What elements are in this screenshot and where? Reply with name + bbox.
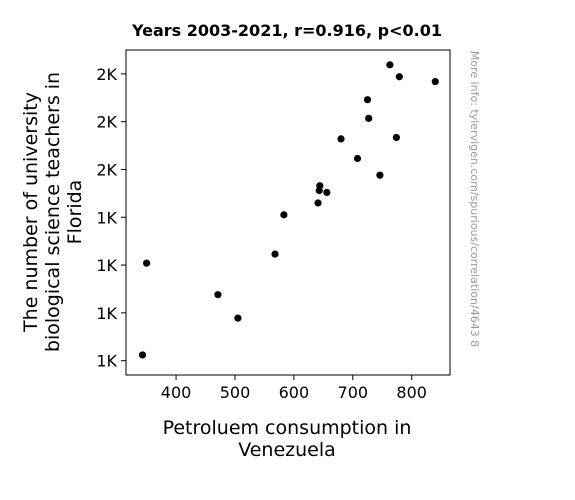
data-point [376,171,384,179]
y-axis: 1K 1K 1K 1K 2K 2K 2K [96,65,126,371]
x-tick-label: 600 [279,383,310,402]
data-point [271,250,279,258]
y-tick-label: 2K [96,160,117,179]
x-axis-title-line-2: Venezuela [238,439,336,461]
data-point [365,114,373,122]
data-point [138,351,147,359]
plot-area [125,49,451,376]
data-point [363,96,372,104]
data-point [353,154,362,163]
data-point [234,314,242,322]
x-axis-title-line-1: Petroluem consumption in [163,417,412,439]
data-point [386,61,394,69]
data-point [143,259,151,267]
source-watermark: More info: tylervigen.com/spurious/corre… [468,51,481,347]
x-tick-label: 500 [220,383,251,402]
y-tick-label: 2K [96,113,117,132]
data-point [280,211,288,219]
data-point [314,199,322,207]
y-axis-title-line-2: biological science teachers in [42,72,64,352]
y-tick-label: 1K [96,256,117,275]
data-points [138,61,439,359]
x-tick-label: 400 [161,383,192,402]
y-tick-label: 2K [96,65,117,84]
x-tick-label: 700 [338,383,369,402]
data-point [214,291,222,299]
y-tick-label: 1K [96,352,117,371]
data-point [337,135,345,143]
x-axis: 400 500 600 700 800 [161,375,427,402]
data-point [392,133,400,142]
y-axis-title-line-3: Florida [64,180,86,245]
data-point [431,77,439,86]
data-point [323,188,331,197]
data-point [395,73,403,81]
y-tick-label: 1K [96,304,117,323]
data-point [316,182,324,190]
x-tick-label: 800 [396,383,427,402]
y-axis-title-line-1: The number of university [20,92,42,333]
y-tick-label: 1K [96,208,117,227]
chart-title: Years 2003-2021, r=0.916, p<0.01 [131,21,442,40]
